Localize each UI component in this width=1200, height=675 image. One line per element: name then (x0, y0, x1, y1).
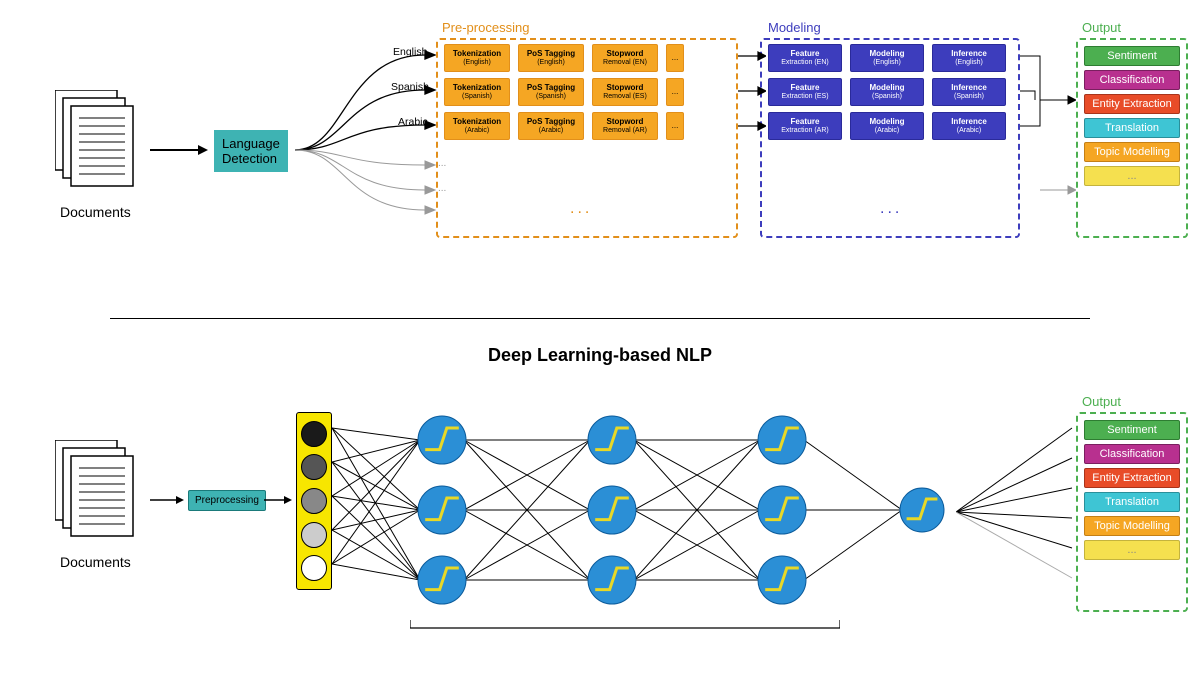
output-title-bottom: Output (1082, 394, 1121, 409)
pipeline-box: StopwordRemoval (EN) (592, 44, 658, 72)
arrows-nn-to-output (956, 410, 1080, 620)
output-box-classification: Classification (1084, 70, 1180, 90)
input-neuron (301, 522, 327, 548)
output-box-...: ... (1084, 166, 1180, 186)
branching-arrows (295, 40, 445, 220)
pipeline-box: Tokenization(English) (444, 44, 510, 72)
output-box-translation: Translation (1084, 118, 1180, 138)
deep-learning-title: Deep Learning-based NLP (0, 345, 1200, 366)
documents-label-top: Documents (60, 204, 131, 220)
lang-label-english: English (393, 46, 427, 58)
output-box-classification: Classification (1084, 444, 1180, 464)
output-box-...: ... (1084, 540, 1180, 560)
output-box-sentiment: Sentiment (1084, 46, 1180, 66)
pipeline-box: PoS Tagging(English) (518, 44, 584, 72)
pipeline-box: StopwordRemoval (ES) (592, 78, 658, 106)
output-box-entity-extraction: Entity Extraction (1084, 94, 1180, 114)
output-list-top: Sentiment Classification Entity Extraction… (1084, 46, 1180, 190)
pipeline-box: StopwordRemoval (AR) (592, 112, 658, 140)
pipeline-box: Modeling(Arabic) (850, 112, 924, 140)
mod-ellipsis: ... (880, 200, 902, 218)
documents-label-bottom: Documents (60, 554, 131, 570)
output-box-sentiment: Sentiment (1084, 420, 1180, 440)
pipeline-box: Inference(Spanish) (932, 78, 1006, 106)
modeling-title: Modeling (768, 20, 821, 35)
input-layer (296, 412, 332, 590)
output-box-topic-modelling: Topic Modelling (1084, 516, 1180, 536)
language-detection-box: Language Detection (214, 130, 288, 172)
arrows-mod-to-output (1020, 40, 1076, 220)
arrow-docs-to-pp (150, 492, 185, 508)
preprocessing-box: Preprocessing (188, 490, 266, 511)
input-neuron (301, 421, 327, 447)
pp-row-ellipsis: ... (666, 112, 684, 140)
gray-ellipsis-2: ... (438, 183, 446, 194)
arrows-pp-to-mod (738, 40, 766, 160)
documents-icon-top (55, 90, 145, 200)
output-box-translation: Translation (1084, 492, 1180, 512)
mod-grid: FeatureExtraction (EN) Modeling(English) I… (768, 44, 1006, 146)
section-divider (110, 318, 1090, 319)
output-box-topic-modelling: Topic Modelling (1084, 142, 1180, 162)
pp-grid: Tokenization(English) PoS Tagging(English… (444, 44, 684, 146)
pipeline-box: FeatureExtraction (ES) (768, 78, 842, 106)
neural-network (332, 400, 972, 630)
input-neuron (301, 488, 327, 514)
lang-label-arabic: Arabic (398, 116, 428, 128)
pipeline-box: FeatureExtraction (EN) (768, 44, 842, 72)
pipeline-box: PoS Tagging(Spanish) (518, 78, 584, 106)
pipeline-box: Modeling(Spanish) (850, 78, 924, 106)
hidden-layers-bracket (410, 620, 840, 640)
arrow-docs-to-lang (150, 140, 210, 160)
language-detection-label: Language Detection (222, 136, 280, 166)
preprocessing-title: Pre-processing (442, 20, 529, 35)
input-neuron (301, 555, 327, 581)
pipeline-box: Tokenization(Arabic) (444, 112, 510, 140)
pipeline-box: Modeling(English) (850, 44, 924, 72)
lang-label-spanish: Spanish (391, 81, 429, 93)
pipeline-box: Inference(Arabic) (932, 112, 1006, 140)
pp-row-ellipsis: ... (666, 44, 684, 72)
pipeline-box: PoS Tagging(Arabic) (518, 112, 584, 140)
output-box-entity-extraction: Entity Extraction (1084, 468, 1180, 488)
arrow-pp-to-input (264, 492, 292, 508)
pp-row-ellipsis: ... (666, 78, 684, 106)
gray-ellipsis-1: ... (438, 158, 446, 169)
documents-icon-bottom (55, 440, 145, 550)
output-list-bottom: Sentiment Classification Entity Extraction… (1084, 420, 1180, 564)
input-neuron (301, 454, 327, 480)
output-title-top: Output (1082, 20, 1121, 35)
pipeline-box: Inference(English) (932, 44, 1006, 72)
pipeline-box: Tokenization(Spanish) (444, 78, 510, 106)
pipeline-box: FeatureExtraction (AR) (768, 112, 842, 140)
pp-ellipsis: ... (570, 200, 592, 218)
